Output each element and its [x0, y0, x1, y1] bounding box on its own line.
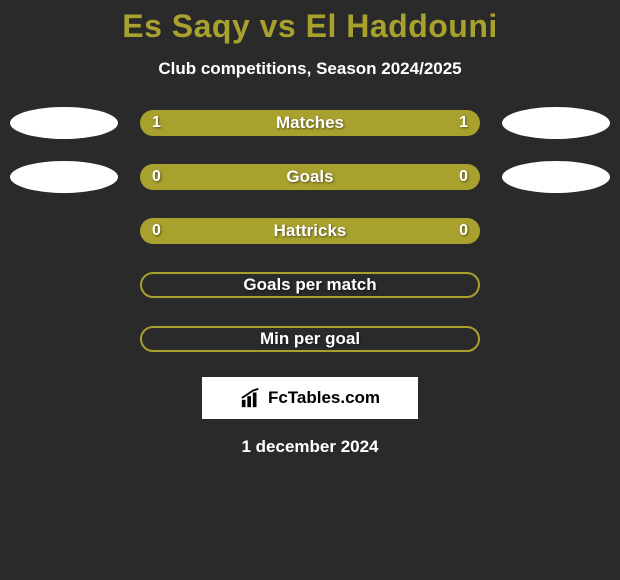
player-oval-left [10, 107, 118, 139]
stat-row: 1 Matches 1 [0, 107, 620, 139]
stat-rows: 1 Matches 1 0 Goals 0 0 Hattricks 0 Goals per mat… [0, 107, 620, 355]
stat-label: Matches [276, 113, 344, 133]
logo-text: FcTables.com [268, 388, 380, 408]
stat-label: Goals [286, 167, 333, 187]
player-oval-right [502, 107, 610, 139]
stat-row: Goals per match [0, 269, 620, 301]
stat-row: Min per goal [0, 323, 620, 355]
stat-bar: 1 Matches 1 [140, 110, 480, 136]
oval-placeholder [10, 269, 118, 301]
oval-placeholder [502, 269, 610, 301]
oval-placeholder [10, 215, 118, 247]
stat-value-left: 0 [152, 222, 161, 240]
stat-label: Goals per match [243, 275, 376, 295]
oval-placeholder [502, 215, 610, 247]
page-title: Es Saqy vs El Haddouni [0, 8, 620, 45]
stat-value-right: 1 [459, 114, 468, 132]
oval-placeholder [10, 323, 118, 355]
stat-label: Min per goal [260, 329, 360, 349]
stat-row: 0 Hattricks 0 [0, 215, 620, 247]
date-text: 1 december 2024 [0, 437, 620, 457]
bars-icon [240, 387, 262, 409]
stat-value-left: 0 [152, 168, 161, 186]
logo-box[interactable]: FcTables.com [202, 377, 418, 419]
comparison-card: Es Saqy vs El Haddouni Club competitions… [0, 0, 620, 457]
stat-value-left: 1 [152, 114, 161, 132]
stat-bar: 0 Hattricks 0 [140, 218, 480, 244]
stat-value-right: 0 [459, 222, 468, 240]
oval-placeholder [502, 323, 610, 355]
stat-bar: Goals per match [140, 272, 480, 298]
stat-value-right: 0 [459, 168, 468, 186]
stat-label: Hattricks [274, 221, 347, 241]
stat-row: 0 Goals 0 [0, 161, 620, 193]
stat-bar: 0 Goals 0 [140, 164, 480, 190]
stat-bar: Min per goal [140, 326, 480, 352]
player-oval-left [10, 161, 118, 193]
player-oval-right [502, 161, 610, 193]
subtitle: Club competitions, Season 2024/2025 [0, 59, 620, 79]
